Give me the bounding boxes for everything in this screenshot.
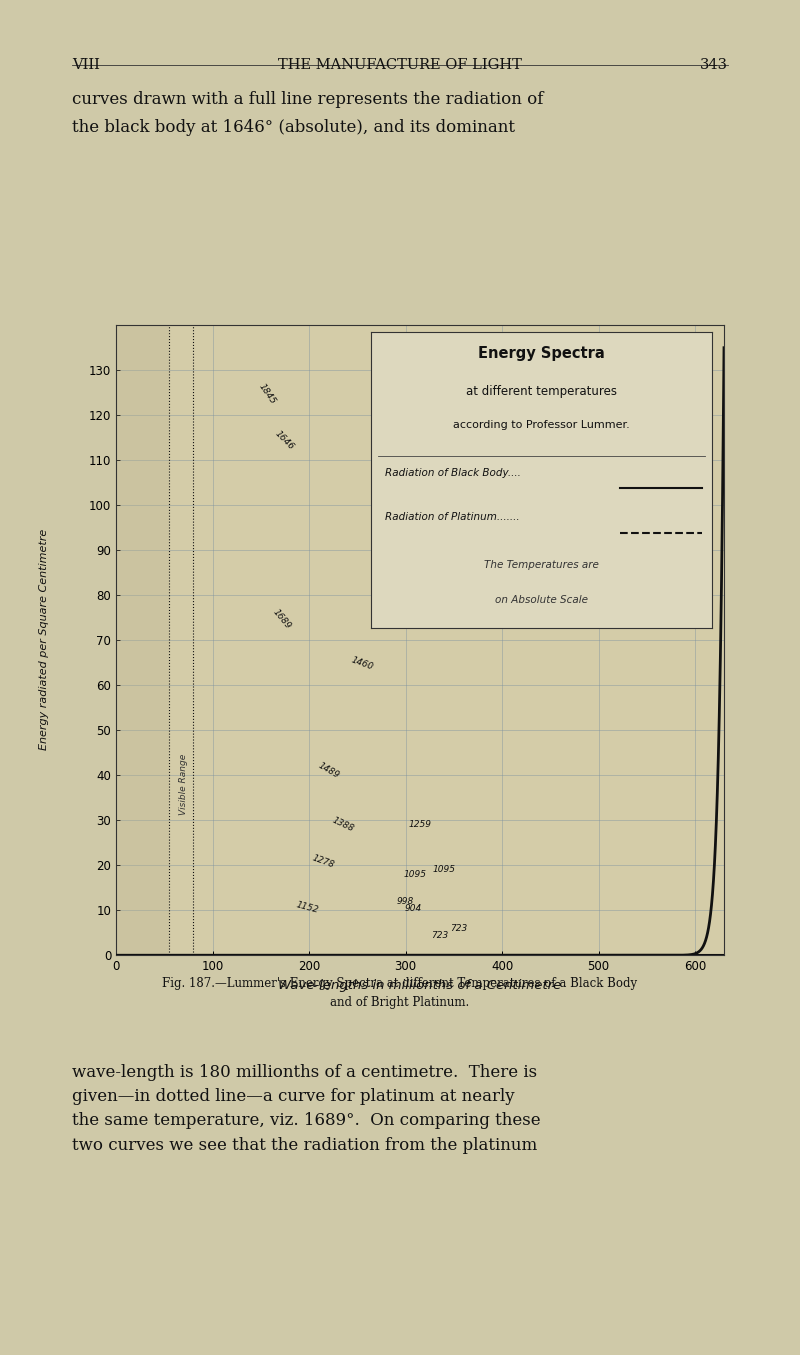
Text: Fig. 187.—Lummer's Energy Spectra at different Temperatures of a Black Body: Fig. 187.—Lummer's Energy Spectra at dif…: [162, 977, 638, 991]
Text: 904: 904: [405, 904, 422, 912]
Text: Visible Range: Visible Range: [178, 753, 187, 814]
Text: Energy radiated per Square Centimetre: Energy radiated per Square Centimetre: [39, 528, 49, 751]
Text: 1152: 1152: [295, 900, 319, 915]
Text: 1095: 1095: [433, 866, 456, 874]
X-axis label: Wave-lengths in millionths of a Centimetre: Wave-lengths in millionths of a Centimet…: [278, 978, 562, 992]
Text: given—in dotted line—a curve for platinum at nearly: given—in dotted line—a curve for platinu…: [72, 1088, 514, 1106]
Text: wave-length is 180 millionths of a centimetre.  There is: wave-length is 180 millionths of a centi…: [72, 1064, 537, 1081]
Text: 1388: 1388: [330, 816, 355, 833]
Text: 1278: 1278: [311, 854, 336, 870]
Text: 1095: 1095: [404, 870, 426, 879]
Text: curves drawn with a full line represents the radiation of: curves drawn with a full line represents…: [72, 91, 543, 108]
Text: 343: 343: [700, 58, 728, 72]
Text: two curves we see that the radiation from the platinum: two curves we see that the radiation fro…: [72, 1137, 538, 1154]
Text: VIII: VIII: [72, 58, 100, 72]
Text: THE MANUFACTURE OF LIGHT: THE MANUFACTURE OF LIGHT: [278, 58, 522, 72]
Text: 1460: 1460: [350, 656, 374, 672]
Text: the same temperature, viz. 1689°.  On comparing these: the same temperature, viz. 1689°. On com…: [72, 1112, 541, 1130]
Text: 1489: 1489: [316, 760, 341, 779]
Text: 1689: 1689: [271, 608, 293, 631]
Text: 1259: 1259: [409, 820, 431, 829]
Text: 1845: 1845: [258, 382, 278, 406]
Text: 723: 723: [450, 924, 467, 932]
Text: the black body at 1646° (absolute), and its dominant: the black body at 1646° (absolute), and …: [72, 119, 515, 137]
Text: 1646: 1646: [274, 428, 296, 451]
Text: 998: 998: [397, 897, 414, 905]
Text: and of Bright Platinum.: and of Bright Platinum.: [330, 996, 470, 1009]
Text: 723: 723: [430, 931, 448, 939]
Bar: [116, 325, 169, 955]
